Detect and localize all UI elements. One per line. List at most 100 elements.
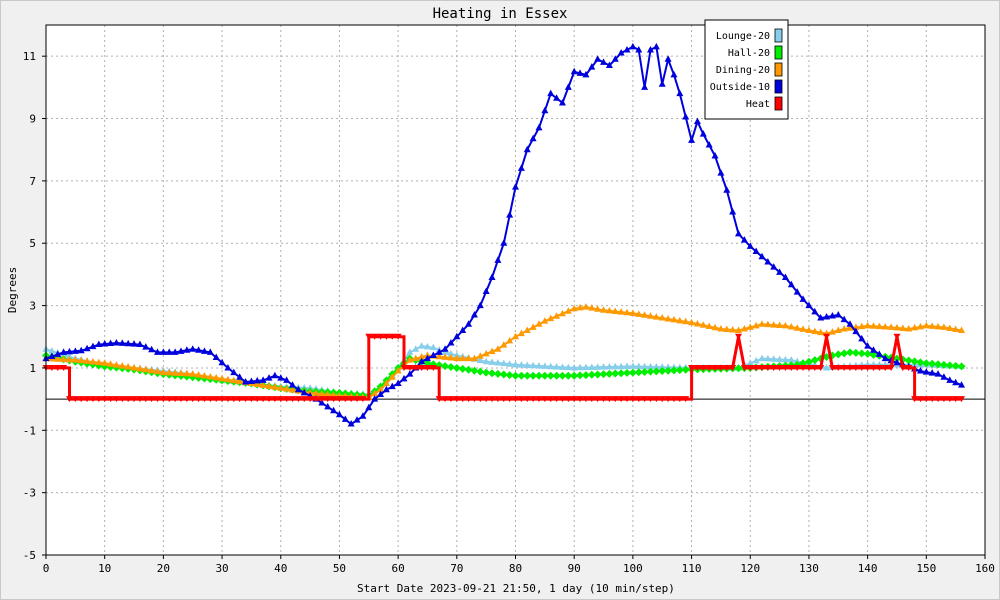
data-point [764, 257, 772, 265]
data-point [858, 334, 866, 342]
data-point [230, 396, 238, 403]
data-point [904, 356, 913, 365]
data-point [805, 326, 813, 334]
data-point [318, 390, 326, 397]
data-point [852, 327, 860, 335]
data-point [435, 396, 443, 403]
data-point [60, 364, 68, 371]
data-point [482, 357, 490, 365]
data-point [171, 348, 179, 355]
data-point [371, 333, 379, 340]
data-point [447, 353, 455, 361]
data-point [500, 239, 508, 246]
x-tick-label: 10 [98, 562, 111, 575]
data-point [735, 229, 743, 237]
data-point [183, 346, 191, 353]
data-point [770, 364, 778, 371]
data-point [928, 322, 936, 329]
data-point [365, 333, 373, 340]
data-point [83, 396, 91, 403]
data-point [171, 369, 179, 376]
data-point [112, 396, 120, 403]
data-point [377, 390, 385, 397]
y-tick-label: -1 [23, 424, 36, 437]
data-point [476, 352, 484, 359]
data-point [740, 236, 748, 243]
data-point [512, 396, 519, 403]
data-point [470, 310, 478, 318]
data-point [341, 396, 349, 403]
data-point [277, 384, 285, 391]
data-point [564, 83, 572, 90]
data-point [600, 58, 608, 65]
data-point [365, 403, 373, 411]
data-point [916, 367, 924, 374]
data-point [588, 63, 596, 70]
data-point [840, 349, 849, 358]
data-point [452, 363, 461, 372]
data-point [952, 325, 960, 332]
data-point [787, 280, 795, 288]
data-point [236, 377, 244, 385]
data-point [635, 310, 643, 317]
data-point [330, 396, 338, 403]
data-point [787, 364, 795, 371]
data-point [500, 341, 508, 348]
data-point [623, 396, 631, 403]
data-point [247, 377, 255, 384]
data-point [324, 396, 332, 403]
data-point [846, 364, 854, 371]
data-point [195, 346, 203, 353]
data-point [200, 347, 208, 354]
data-point [130, 340, 138, 347]
legend-label: Hall-20 [728, 48, 770, 59]
data-point [547, 314, 555, 322]
data-point [652, 367, 661, 376]
y-tick-label: -3 [23, 487, 36, 500]
data-point [101, 340, 109, 347]
data-point [611, 396, 619, 403]
data-point [89, 358, 97, 365]
data-point [95, 396, 103, 403]
data-point [377, 333, 385, 340]
data-point [517, 396, 525, 403]
data-point [353, 396, 361, 403]
data-point [934, 370, 942, 377]
data-point [65, 355, 73, 363]
data-point [441, 362, 450, 371]
data-point [869, 322, 877, 329]
data-point [394, 367, 402, 374]
data-point [623, 368, 632, 377]
y-tick-label: 9 [29, 113, 36, 126]
data-point [735, 333, 743, 340]
data-point [429, 351, 437, 358]
data-point [881, 364, 889, 371]
data-point [423, 354, 431, 362]
data-point [130, 363, 138, 371]
data-point [570, 396, 578, 403]
data-point [617, 396, 625, 403]
data-point [740, 364, 748, 371]
data-point [640, 367, 649, 376]
data-point [758, 252, 766, 260]
data-point [541, 362, 549, 369]
y-axis-label: Degrees [6, 267, 19, 313]
data-point [159, 368, 167, 376]
data-point [447, 339, 455, 346]
data-point [805, 364, 813, 371]
data-point [693, 364, 701, 371]
data-point [635, 396, 643, 403]
data-point [688, 136, 696, 143]
data-point [664, 396, 672, 403]
legend-swatch [774, 28, 783, 43]
data-point [529, 371, 538, 380]
data-point [441, 396, 449, 403]
data-point [418, 353, 426, 360]
legend-box [704, 19, 789, 120]
series-heat [42, 333, 966, 403]
data-point [570, 371, 579, 380]
data-point [781, 321, 789, 329]
data-point [605, 363, 613, 370]
data-point [230, 376, 238, 384]
